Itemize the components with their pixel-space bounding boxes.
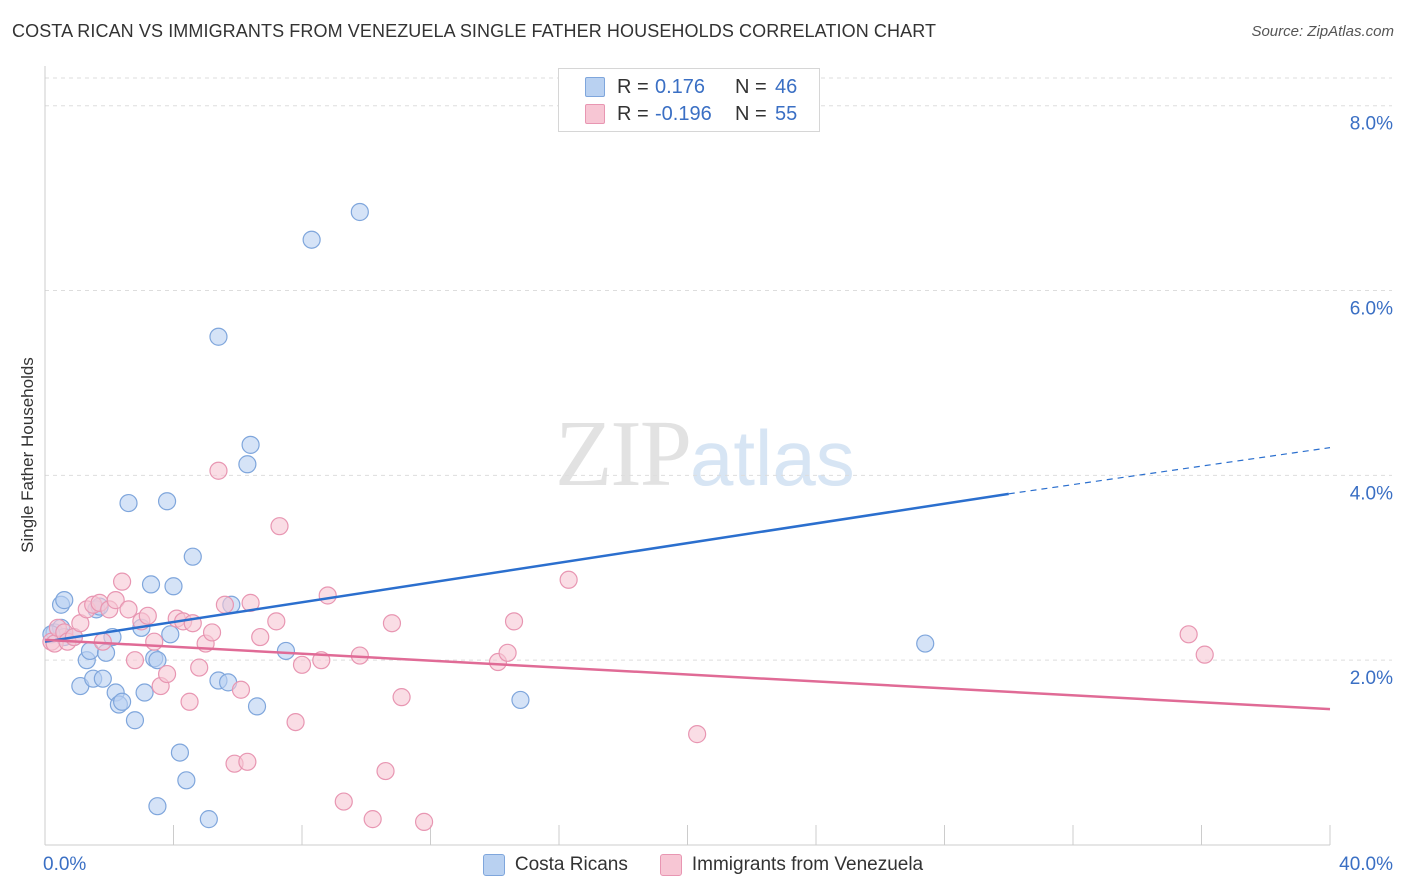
venezuela-point <box>190 658 209 677</box>
costa-rican-point <box>141 575 161 594</box>
costa-rican-point <box>55 591 74 610</box>
legend-swatch-pink <box>585 104 605 124</box>
legend-r-value: -0.196 <box>655 102 712 125</box>
venezuela-trend-line <box>44 638 1331 711</box>
venezuela-point <box>1179 625 1198 644</box>
costa-rican-point <box>302 230 321 249</box>
costa-rican-point <box>170 743 190 762</box>
costa-rican-point <box>135 683 154 702</box>
venezuela-point <box>292 655 312 674</box>
series-swatch-blue <box>482 854 505 876</box>
y-tick-label: 4.0% <box>1350 483 1393 504</box>
stats-legend-row-venezuela: R = -0.196 N = 55 <box>585 102 797 126</box>
legend-swatch-blue <box>585 77 605 97</box>
legend-r-value: 0.176 <box>655 75 706 98</box>
venezuela-point <box>138 606 157 625</box>
stats-legend: R = 0.176 N = 46 R = -0.196 N = 55 <box>558 68 820 132</box>
series-legend: Costa Ricans Immigrants from Venezuela <box>0 852 1406 878</box>
costa-rican-point <box>183 547 202 566</box>
costa-rican-point <box>119 493 138 513</box>
venezuela-point <box>498 643 517 662</box>
costa-rican-trend-line <box>44 492 1009 643</box>
watermark-atlas: atlas <box>690 414 855 502</box>
venezuela-point <box>270 517 289 536</box>
costa-rican-point <box>199 810 218 829</box>
costa-rican-point <box>350 202 369 222</box>
legend-n-value: 55 <box>775 102 798 125</box>
venezuela-point <box>145 632 164 651</box>
watermark: ZIPatlas <box>555 400 855 508</box>
series-legend-venezuela[interactable]: Immigrants from Venezuela <box>659 854 924 876</box>
costa-rican-point <box>148 797 167 816</box>
venezuela-point <box>414 812 434 831</box>
venezuela-point <box>238 752 257 771</box>
costa-rican-point <box>148 651 167 670</box>
venezuela-point <box>106 591 125 610</box>
legend-n-label: N = <box>735 75 767 98</box>
venezuela-point <box>180 692 199 711</box>
venezuela-point <box>334 792 353 811</box>
costa-rican-point <box>209 327 228 346</box>
venezuela-point <box>202 623 222 642</box>
y-tick-label: 6.0% <box>1350 299 1393 320</box>
costa-rican-point <box>93 669 112 688</box>
y-tick-label: 8.0% <box>1350 114 1393 135</box>
venezuela-point <box>157 664 177 684</box>
venezuela-point <box>119 600 138 619</box>
series-legend-label: Costa Ricans <box>514 854 628 875</box>
costa-rican-point <box>161 625 180 644</box>
costa-rican-point <box>157 492 177 511</box>
venezuela-point <box>376 761 395 781</box>
legend-n-label: N = <box>735 102 767 125</box>
venezuela-point <box>286 712 305 732</box>
costa-rican-point <box>125 711 145 730</box>
venezuela-point <box>504 612 524 631</box>
legend-r-label: R = <box>617 102 649 125</box>
costa-rican-point <box>247 697 267 716</box>
costa-rican-point <box>916 634 935 653</box>
venezuela-point <box>215 595 234 614</box>
chart-source: Source: ZipAtlas.com <box>1251 23 1394 40</box>
y-tick-label: 2.0% <box>1350 668 1393 689</box>
venezuela-point <box>251 627 270 647</box>
x-tick-label-min: 0.0% <box>43 854 86 875</box>
series-legend-costa-ricans[interactable]: Costa Ricans <box>482 854 628 876</box>
series-legend-label: Immigrants from Venezuela <box>691 854 924 875</box>
venezuela-point <box>112 572 132 591</box>
costa-rican-trend-extension <box>1008 447 1331 495</box>
venezuela-point <box>267 612 286 631</box>
costa-rican-point <box>112 692 132 711</box>
venezuela-point <box>318 586 337 605</box>
costa-rican-point <box>511 690 530 710</box>
venezuela-point <box>125 651 145 670</box>
venezuela-point <box>1195 645 1214 664</box>
legend-r-label: R = <box>617 75 649 98</box>
venezuela-point <box>688 725 707 744</box>
venezuela-point <box>231 680 251 699</box>
venezuela-point <box>392 688 411 707</box>
venezuela-point <box>559 570 578 589</box>
x-tick-label-max: 40.0% <box>1339 854 1393 875</box>
venezuela-point <box>382 614 402 633</box>
watermark-zip: ZIP <box>555 402 692 506</box>
costa-rican-point <box>177 771 196 790</box>
costa-rican-point <box>238 455 257 474</box>
costa-rican-point <box>164 577 183 596</box>
costa-rican-point <box>241 435 260 454</box>
venezuela-point <box>363 810 382 829</box>
legend-n-value: 46 <box>775 75 798 98</box>
stats-legend-row-costa-ricans: R = 0.176 N = 46 <box>585 75 797 99</box>
chart-title: COSTA RICAN VS IMMIGRANTS FROM VENEZUELA… <box>12 21 937 41</box>
series-swatch-pink <box>659 854 682 876</box>
venezuela-point <box>209 461 228 480</box>
costa-rican-point <box>276 641 296 661</box>
